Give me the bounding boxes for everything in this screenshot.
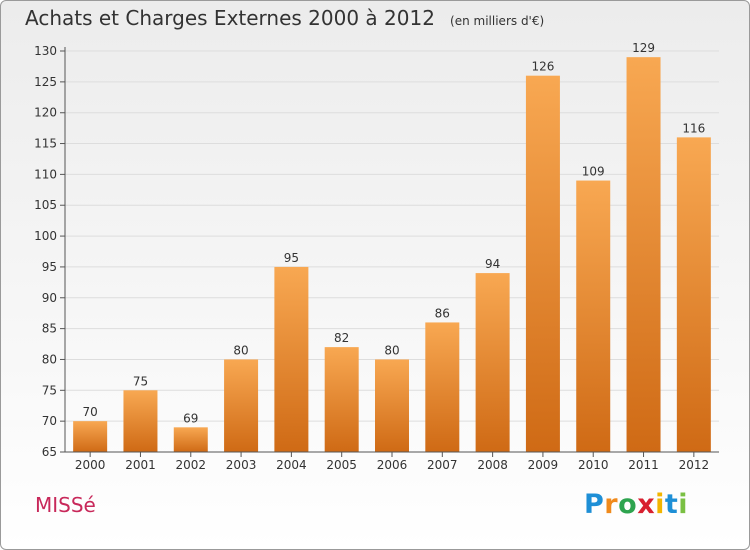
bar-value-label: 80	[384, 343, 399, 357]
bar-value-label: 95	[284, 251, 299, 265]
bar-value-label: 69	[183, 411, 198, 425]
x-tick-label: 2011	[628, 458, 659, 472]
bar-value-label: 70	[83, 405, 98, 419]
bar	[274, 266, 309, 452]
x-tick-label: 2004	[276, 458, 307, 472]
y-tick-label: 65	[42, 445, 57, 459]
y-tick-label: 85	[42, 322, 57, 336]
logo-letter: r	[604, 489, 619, 520]
chart-title: Achats et Charges Externes 2000 à 2012	[25, 6, 435, 30]
x-tick-label: 2005	[326, 458, 357, 472]
x-tick-label: 2001	[125, 458, 156, 472]
y-tick-label: 80	[42, 352, 57, 366]
x-tick-label: 2012	[679, 458, 710, 472]
y-tick-label: 90	[42, 291, 57, 305]
bar	[224, 359, 259, 452]
logo-letter: o	[618, 489, 638, 520]
bar-value-label: 94	[485, 257, 500, 271]
proxiti-logo: Proxiti	[584, 489, 688, 520]
logo-letter: x	[637, 489, 656, 520]
logo-letter: i	[655, 489, 665, 520]
bar	[324, 347, 359, 452]
y-tick-label: 95	[42, 260, 57, 274]
y-tick-label: 110	[34, 167, 57, 181]
bar-value-label: 82	[334, 331, 349, 345]
bar	[425, 322, 460, 452]
bar	[676, 137, 711, 452]
bar-value-label: 129	[632, 41, 655, 55]
y-tick-label: 120	[34, 106, 57, 120]
bar	[576, 180, 611, 453]
bar	[123, 390, 158, 452]
bar-value-label: 116	[682, 121, 705, 135]
bar	[626, 57, 661, 453]
bar-value-label: 109	[582, 165, 605, 179]
x-tick-label: 2002	[175, 458, 206, 472]
bar-value-label: 86	[435, 306, 450, 320]
axes	[60, 47, 719, 457]
bar	[375, 359, 409, 452]
y-tick-label: 125	[34, 75, 57, 89]
y-tick-label: 115	[34, 137, 57, 151]
bar	[73, 421, 108, 452]
logo-letter: P	[584, 489, 605, 520]
x-tick-label: 2009	[528, 458, 559, 472]
commune-name: MISSé	[35, 493, 96, 517]
logo-letter: i	[678, 489, 689, 520]
x-tick-label: 2006	[377, 458, 408, 472]
x-tick-label: 2003	[226, 458, 257, 472]
bar-value-label: 75	[133, 374, 148, 388]
x-tick-label: 2000	[75, 458, 106, 472]
y-tick-label: 75	[42, 383, 57, 397]
logo-letter: t	[664, 489, 679, 520]
bar	[475, 273, 510, 452]
bar	[173, 427, 208, 452]
y-tick-label: 130	[34, 44, 57, 58]
bar	[525, 75, 560, 452]
bar-value-label: 80	[233, 343, 248, 357]
title-row: Achats et Charges Externes 2000 à 2012 (…	[25, 6, 544, 30]
y-tick-label: 70	[42, 414, 57, 428]
chart-subtitle: (en milliers d'€)	[450, 14, 545, 28]
x-tick-label: 2010	[578, 458, 609, 472]
bar-value-label: 126	[531, 60, 554, 74]
labels: 65 70 75 80 85 90 95 100 105 110 115 120 125 130 70 200…	[34, 41, 709, 472]
x-tick-label: 2008	[477, 458, 508, 472]
y-tick-label: 100	[34, 229, 57, 243]
x-tick-label: 2007	[427, 458, 458, 472]
y-tick-label: 105	[34, 198, 57, 212]
bars	[73, 57, 711, 453]
